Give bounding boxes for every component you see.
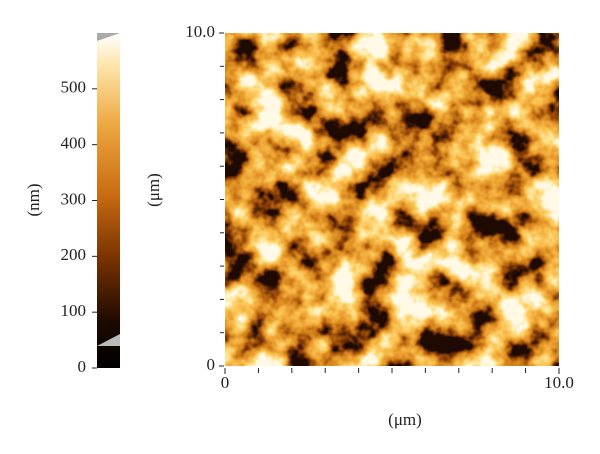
- colorbar-label: (nm): [24, 183, 43, 216]
- colorbar-tick-label: 300: [61, 189, 87, 208]
- y-tick-label: 10.0: [185, 22, 215, 41]
- colorbar-tick-label: 200: [61, 245, 87, 264]
- colorbar-cap: [97, 334, 120, 346]
- colorbar-tick-label: 500: [61, 78, 87, 97]
- x-axis-label: (μm): [388, 410, 422, 429]
- y-axis-label: (μm): [144, 173, 163, 207]
- colorbar: [97, 33, 120, 368]
- x-tick-label: 10.0: [544, 373, 574, 392]
- x-tick-label: 0: [221, 373, 230, 392]
- colorbar-cap: [97, 33, 120, 41]
- colorbar-tick-label: 400: [61, 134, 87, 153]
- y-tick-label: 0: [207, 355, 216, 374]
- afm-image: [225, 33, 559, 366]
- colorbar-tick-label: 0: [78, 357, 87, 376]
- colorbar-tick-label: 100: [61, 301, 87, 320]
